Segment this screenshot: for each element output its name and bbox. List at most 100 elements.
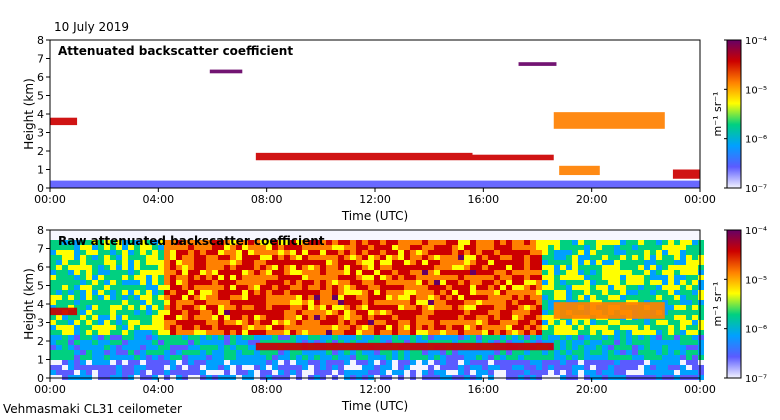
noise-cell <box>218 310 224 315</box>
noise-cell <box>344 245 350 250</box>
noise-cell <box>74 345 80 350</box>
noise-cell <box>656 265 662 270</box>
noise-cell <box>446 305 452 310</box>
noise-cell <box>536 315 542 320</box>
noise-cell <box>578 355 584 360</box>
noise-cell <box>176 365 182 370</box>
noise-cell <box>584 260 590 265</box>
noise-cell <box>98 285 104 290</box>
noise-cell <box>92 295 98 300</box>
noise-cell <box>308 340 314 345</box>
noise-cell <box>542 280 548 285</box>
noise-cell <box>458 330 464 335</box>
noise-cell <box>512 270 518 275</box>
noise-cell <box>662 265 668 270</box>
noise-cell <box>488 285 494 290</box>
noise-cell <box>572 265 578 270</box>
noise-cell <box>272 320 278 325</box>
x-tick-label: 20:00 <box>576 383 608 396</box>
noise-cell <box>224 260 230 265</box>
noise-cell <box>524 325 530 330</box>
noise-cell <box>506 240 512 245</box>
noise-cell <box>464 245 470 250</box>
noise-cell <box>494 310 500 315</box>
noise-cell <box>392 360 398 365</box>
noise-cell <box>146 315 152 320</box>
noise-cell <box>314 365 320 370</box>
noise-cell <box>152 270 158 275</box>
noise-cell <box>686 285 692 290</box>
noise-cell <box>476 315 482 320</box>
noise-cell <box>572 370 578 375</box>
noise-cell <box>170 255 176 260</box>
noise-cell <box>584 370 590 375</box>
noise-cell <box>368 305 374 310</box>
x-tick-label: 16:00 <box>467 193 499 206</box>
noise-cell <box>446 300 452 305</box>
noise-cell <box>290 260 296 265</box>
noise-cell <box>338 255 344 260</box>
noise-cell <box>440 280 446 285</box>
noise-cell <box>632 355 638 360</box>
noise-cell <box>206 255 212 260</box>
noise-cell <box>572 360 578 365</box>
noise-cell <box>134 290 140 295</box>
noise-cell <box>302 365 308 370</box>
noise-cell <box>104 335 110 340</box>
noise-cell <box>434 335 440 340</box>
noise-cell <box>452 350 458 355</box>
noise-cell <box>284 265 290 270</box>
noise-cell <box>458 320 464 325</box>
noise-cell <box>278 245 284 250</box>
noise-cell <box>368 260 374 265</box>
noise-cell <box>566 365 572 370</box>
noise-cell <box>428 370 434 375</box>
colorbar-label: m⁻¹ sr⁻¹ <box>711 92 724 137</box>
noise-cell <box>80 270 86 275</box>
noise-cell <box>194 250 200 255</box>
noise-cell <box>182 265 188 270</box>
noise-cell <box>398 320 404 325</box>
noise-cell <box>266 305 272 310</box>
noise-cell <box>488 315 494 320</box>
noise-cell <box>482 255 488 260</box>
noise-cell <box>308 255 314 260</box>
noise-cell <box>68 295 74 300</box>
noise-cell <box>86 350 92 355</box>
noise-cell <box>572 255 578 260</box>
panel-title: Raw attenuated backscatter coefficient <box>58 234 325 248</box>
noise-cell <box>86 335 92 340</box>
noise-cell <box>662 295 668 300</box>
noise-cell <box>308 355 314 360</box>
noise-cell <box>608 340 614 345</box>
noise-cell <box>680 305 686 310</box>
noise-cell <box>332 370 338 375</box>
noise-cell <box>326 315 332 320</box>
noise-cell <box>674 300 680 305</box>
noise-cell <box>614 345 620 350</box>
noise-cell <box>104 295 110 300</box>
noise-cell <box>56 350 62 355</box>
noise-cell <box>536 255 542 260</box>
noise-cell <box>404 290 410 295</box>
noise-cell <box>434 355 440 360</box>
noise-cell <box>182 285 188 290</box>
noise-cell <box>698 325 704 330</box>
noise-cell <box>674 370 680 375</box>
noise-cell <box>176 340 182 345</box>
noise-cell <box>206 365 212 370</box>
noise-cell <box>566 320 572 325</box>
noise-cell <box>524 280 530 285</box>
noise-cell <box>68 245 74 250</box>
x-tick-label: 08:00 <box>251 383 283 396</box>
noise-cell <box>482 240 488 245</box>
noise-cell <box>122 285 128 290</box>
noise-cell <box>74 260 80 265</box>
noise-cell <box>236 330 242 335</box>
noise-cell <box>230 295 236 300</box>
noise-cell <box>278 265 284 270</box>
noise-cell <box>344 295 350 300</box>
noise-cell <box>158 260 164 265</box>
noise-cell <box>668 245 674 250</box>
noise-cell <box>662 350 668 355</box>
